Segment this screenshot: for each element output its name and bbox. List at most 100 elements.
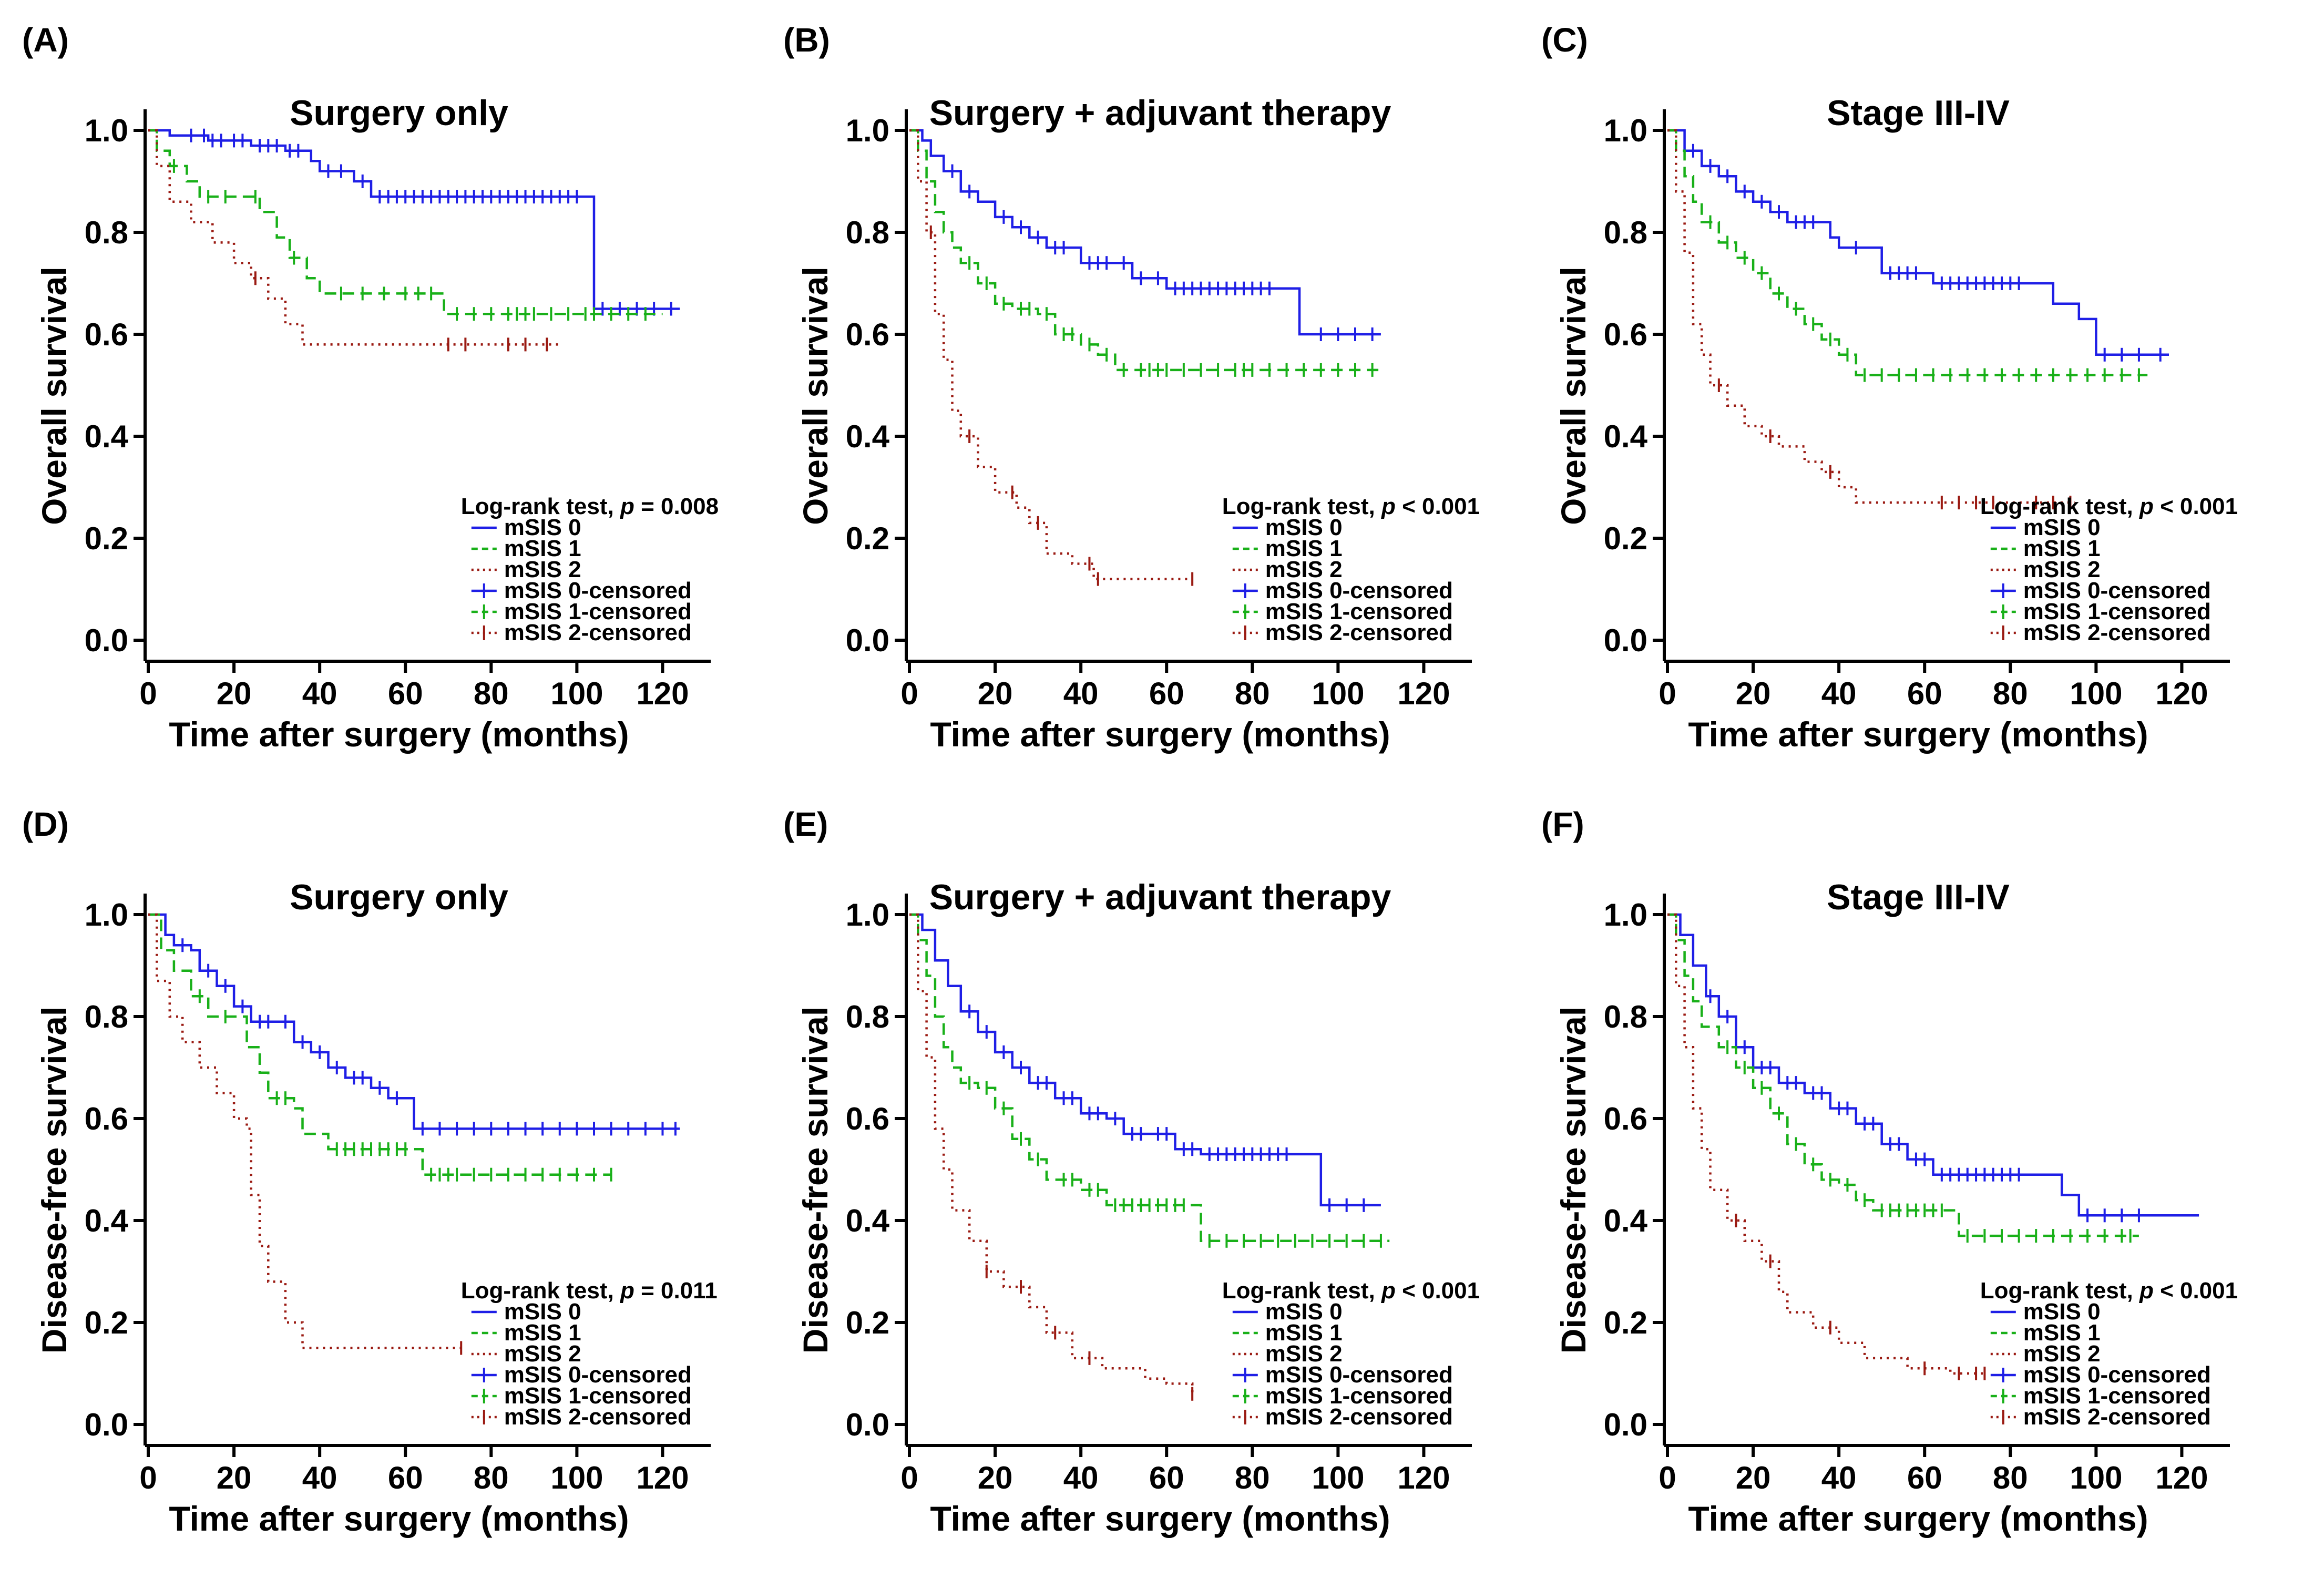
series-line-0: [1667, 129, 2169, 356]
x-tick-label: 120: [2155, 1460, 2208, 1495]
legend-prefix: Log-rank test,: [1980, 1278, 2139, 1304]
legend-label: mSIS 2: [504, 1341, 581, 1367]
legend-label: mSIS 0-censored: [504, 1362, 692, 1388]
legend-label: mSIS 1-censored: [1265, 599, 1453, 624]
x-tick-label: 80: [1993, 676, 2028, 711]
x-tick-label: 60: [388, 676, 423, 711]
y-tick-label: 0.0: [1604, 623, 1647, 658]
y-tick-label: 0.0: [846, 623, 889, 658]
y-tick-label: 0.2: [846, 521, 889, 556]
legend-label: mSIS 0: [2023, 515, 2101, 540]
legend-title: Log-rank test, p < 0.001: [1980, 1278, 2238, 1304]
series-line-2: [148, 129, 560, 346]
x-axis-label: Time after surgery (months): [169, 1499, 629, 1538]
legend-label: mSIS 1-censored: [504, 599, 692, 624]
y-tick-label: 0.4: [846, 419, 890, 454]
y-tick-label: 0.0: [85, 1407, 128, 1442]
p-symbol: p: [620, 1278, 634, 1304]
legend-label: mSIS 1: [2023, 1320, 2101, 1346]
x-tick-label: 80: [1993, 1460, 2028, 1495]
series-line-0: [148, 913, 680, 1130]
panel-label: (B): [783, 21, 830, 59]
p-symbol: p: [620, 494, 634, 519]
x-tick-label: 100: [2070, 1460, 2122, 1495]
legend-label: mSIS 1: [1265, 1320, 1343, 1346]
legend-label: mSIS 1-censored: [504, 1383, 692, 1409]
y-tick-label: 0.4: [1604, 419, 1648, 454]
legend-label: mSIS 1: [1265, 536, 1343, 561]
legend-label: mSIS 0-censored: [504, 578, 692, 603]
y-axis-label: Disease-free survival: [1554, 1007, 1593, 1353]
y-tick-label: 0.2: [846, 1305, 889, 1340]
x-tick-label: 20: [978, 1460, 1013, 1495]
series-line-2: [1667, 913, 1985, 1375]
legend-prefix: Log-rank test,: [1222, 1278, 1381, 1304]
legend-label: mSIS 1-censored: [1265, 1383, 1453, 1409]
x-tick-label: 100: [1312, 1460, 1364, 1495]
y-tick-label: 0.6: [1604, 1101, 1647, 1136]
y-tick-label: 1.0: [846, 897, 889, 932]
panel-C: (C) Stage III-IV 0.0 0.2 0.4 0.6 0.8 1.0 0 20 40 60…: [1541, 21, 2238, 754]
legend-label: mSIS 2: [504, 557, 581, 582]
y-tick-label: 0.6: [1604, 317, 1647, 352]
x-tick-label: 60: [1149, 676, 1184, 711]
y-axis-label: Overall survival: [1554, 266, 1593, 525]
legend-label: mSIS 1-censored: [2023, 1383, 2211, 1409]
legend-label: mSIS 2-censored: [504, 1404, 692, 1430]
x-tick-label: 120: [2155, 676, 2208, 711]
x-tick-label: 40: [1821, 1460, 1857, 1495]
panel-label: (A): [22, 21, 69, 59]
y-tick-label: 0.4: [85, 419, 129, 454]
x-tick-label: 80: [1235, 1460, 1270, 1495]
x-tick-label: 100: [550, 1460, 603, 1495]
chart-title: Surgery + adjuvant therapy: [929, 877, 1391, 917]
x-tick-label: 0: [139, 676, 157, 711]
legend-label: mSIS 0-censored: [1265, 578, 1453, 603]
series-line-1: [909, 129, 1381, 372]
y-tick-label: 0.6: [846, 1101, 889, 1136]
y-tick-label: 0.6: [85, 317, 128, 352]
legend-label: mSIS 0: [1265, 515, 1343, 540]
legend-title: Log-rank test, p < 0.001: [1222, 1278, 1480, 1304]
panel-E: (E) Surgery + adjuvant therapy 0.0 0.2 0.4 0.…: [783, 805, 1480, 1538]
legend-title: Log-rank test, p < 0.001: [1980, 494, 2238, 519]
y-tick-label: 0.0: [85, 623, 128, 658]
y-tick-label: 0.2: [85, 521, 128, 556]
y-tick-label: 0.8: [85, 215, 128, 250]
x-tick-label: 120: [1397, 676, 1450, 711]
x-tick-label: 100: [550, 676, 603, 711]
x-tick-label: 0: [900, 676, 918, 711]
x-tick-label: 100: [1312, 676, 1364, 711]
legend-label: mSIS 2-censored: [2023, 620, 2211, 645]
series-line-0: [1667, 913, 2199, 1217]
y-tick-label: 0.6: [846, 317, 889, 352]
legend-prefix: Log-rank test,: [461, 1278, 620, 1304]
series-line-1: [148, 913, 611, 1176]
legend-label: mSIS 0: [504, 1299, 581, 1325]
legend-label: mSIS 1: [504, 536, 581, 561]
y-tick-label: 0.2: [85, 1305, 128, 1340]
y-axis-label: Disease-free survival: [796, 1007, 835, 1353]
legend-label: mSIS 2: [2023, 1341, 2101, 1367]
x-tick-label: 40: [1063, 1460, 1099, 1495]
p-value: < 0.001: [1396, 1278, 1480, 1304]
x-axis-label: Time after surgery (months): [930, 715, 1390, 754]
y-tick-label: 0.4: [846, 1203, 890, 1238]
legend-prefix: Log-rank test,: [1222, 494, 1381, 519]
y-tick-label: 0.6: [85, 1101, 128, 1136]
x-axis-label: Time after surgery (months): [1688, 1499, 2148, 1538]
y-tick-label: 0.8: [85, 999, 128, 1034]
panel-A: (A) Surgery only 0.0 0.2 0.4 0.6 0.8 1.0 0 20 40 60…: [22, 21, 719, 754]
legend-label: mSIS 2-censored: [1265, 1404, 1453, 1430]
x-axis-label: Time after surgery (months): [1688, 715, 2148, 754]
legend-label: mSIS 0: [504, 515, 581, 540]
series-line-0: [909, 913, 1381, 1207]
x-tick-label: 60: [388, 1460, 423, 1495]
x-axis-label: Time after surgery (months): [169, 715, 629, 754]
x-tick-label: 120: [636, 676, 689, 711]
p-symbol: p: [1381, 494, 1396, 519]
